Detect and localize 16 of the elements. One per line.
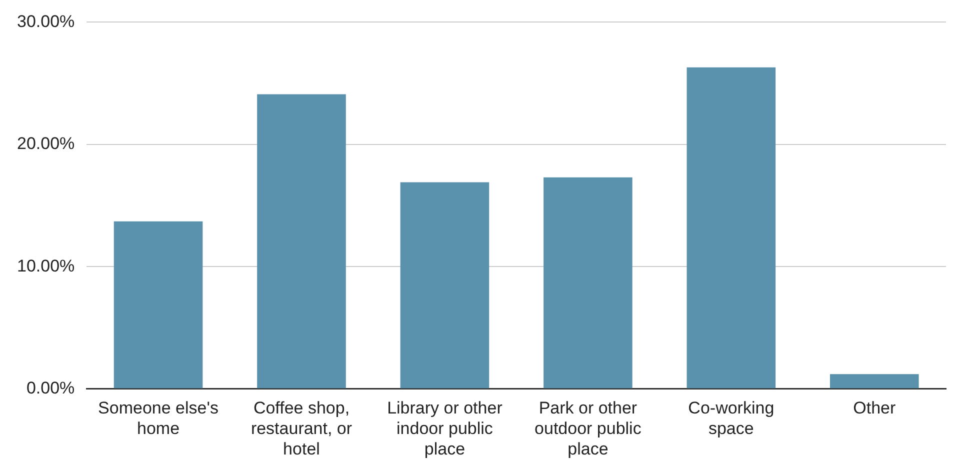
x-tick-label: Co-working space bbox=[688, 398, 774, 438]
x-tick-label: Coffee shop, restaurant, or hotel bbox=[250, 398, 352, 458]
bar bbox=[686, 67, 776, 388]
bar bbox=[544, 177, 632, 388]
y-tick-label: 0.00% bbox=[26, 378, 75, 398]
y-tick-label: 20.00% bbox=[16, 134, 75, 154]
x-tick-label: Park or other outdoor public place bbox=[534, 398, 642, 458]
bar bbox=[257, 94, 346, 388]
x-tick-label: Someone else's home bbox=[98, 398, 218, 438]
y-tick-label: 10.00% bbox=[16, 256, 75, 276]
bar bbox=[400, 182, 490, 388]
x-tick-label: Other bbox=[853, 398, 896, 418]
x-tick-label: Library or other indoor public place bbox=[387, 398, 503, 458]
bar bbox=[114, 221, 203, 388]
bar bbox=[830, 374, 919, 388]
y-tick-label: 30.00% bbox=[16, 12, 75, 31]
